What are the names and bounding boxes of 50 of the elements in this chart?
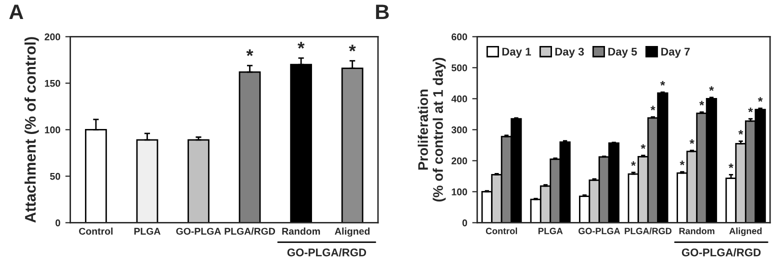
x-tick-label: Control <box>79 228 113 235</box>
y-tick-label: 200 <box>44 33 60 40</box>
data-label: * <box>738 130 744 135</box>
legend-label: Day 3 <box>555 48 584 58</box>
y-tick-label: 300 <box>451 126 468 134</box>
data-label: * <box>630 161 636 166</box>
data-label: * <box>709 86 714 91</box>
bar <box>188 139 210 223</box>
data-label: * <box>298 42 305 49</box>
data-label: * <box>748 108 753 112</box>
chart-title: A <box>9 4 24 20</box>
x-tick-label: PLGA/RGD <box>224 228 276 235</box>
legend-label: Day 1 <box>502 48 531 58</box>
x-tick-label: GO-PLGA <box>176 228 221 235</box>
y-tick-label: 200 <box>452 157 468 164</box>
data-label: * <box>640 144 646 149</box>
x-tick-label: Random <box>679 228 714 234</box>
data-label: * <box>348 44 356 52</box>
x-tick-label: PLGA <box>538 228 563 234</box>
data-label: * <box>728 163 734 168</box>
text: GO-PLGA/RGD <box>682 248 761 256</box>
x-tick-label: Aligned <box>729 228 762 236</box>
x-tick-label: Random <box>282 228 320 235</box>
y-tick-label: 150 <box>44 80 60 87</box>
y-axis-title: Attachment (% of control) <box>24 37 39 223</box>
data-label: * <box>699 100 704 106</box>
x-tick-label: Aligned <box>334 228 370 237</box>
data-label: * <box>660 80 666 86</box>
legend-label: Day 7 <box>661 48 690 58</box>
x-tick-label: PLGA <box>134 228 160 235</box>
x-tick-label: Control <box>486 228 518 234</box>
data-label: * <box>650 106 656 110</box>
x-tick-label: GO-PLGA <box>578 228 620 234</box>
y-tick-label: 100 <box>44 126 60 134</box>
y-tick-label: 600 <box>452 33 468 40</box>
legend-label: Day 5 <box>608 48 637 58</box>
y-tick-label: 0 <box>462 219 468 226</box>
y-tick-label: 500 <box>452 64 468 72</box>
y-tick-label: 400 <box>451 95 468 102</box>
chart-title: B <box>376 4 389 20</box>
y-tick-label: 50 <box>50 172 60 180</box>
x-tick-label: PLGA/RGD <box>624 228 672 234</box>
data-label: * <box>758 97 763 102</box>
data-label: * <box>680 160 685 166</box>
data-label: * <box>690 139 694 144</box>
text: GO-PLGA/RGD <box>287 248 366 256</box>
y-axis-title: Proliferation (% of control at 1 day) <box>418 58 446 202</box>
y-tick-label: 100 <box>452 188 468 196</box>
y-tick-label: 0 <box>56 219 60 226</box>
data-label: * <box>246 49 254 56</box>
